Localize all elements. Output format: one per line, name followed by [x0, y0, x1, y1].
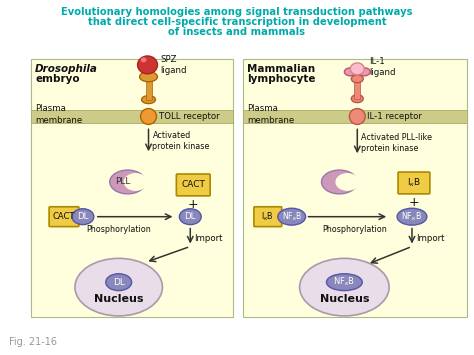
Text: I$_\kappa$B: I$_\kappa$B: [407, 177, 421, 189]
Ellipse shape: [349, 109, 365, 124]
Text: Drosophila: Drosophila: [35, 64, 98, 74]
Ellipse shape: [137, 56, 157, 74]
Ellipse shape: [350, 63, 364, 75]
Text: SPZ
ligand: SPZ ligand: [161, 55, 187, 75]
Text: Phosphorylation: Phosphorylation: [86, 225, 151, 234]
Text: TOLL receptor: TOLL receptor: [159, 112, 220, 121]
Text: Mammalian: Mammalian: [247, 64, 315, 74]
Text: Activated
protein kinase: Activated protein kinase: [153, 131, 210, 151]
Text: +: +: [188, 198, 199, 211]
Text: Import: Import: [416, 234, 445, 243]
Ellipse shape: [139, 72, 157, 82]
Text: PLL: PLL: [115, 178, 130, 186]
Ellipse shape: [278, 208, 306, 225]
Text: Nucleus: Nucleus: [94, 294, 144, 304]
FancyBboxPatch shape: [176, 174, 210, 196]
Ellipse shape: [72, 209, 94, 225]
FancyBboxPatch shape: [254, 207, 282, 226]
Text: Evolutionary homologies among signal transduction pathways: Evolutionary homologies among signal tra…: [61, 7, 413, 17]
Text: Plasma
membrane: Plasma membrane: [35, 104, 82, 125]
Text: I$_\kappa$B: I$_\kappa$B: [261, 211, 274, 223]
Bar: [146, 81, 152, 100]
Ellipse shape: [358, 68, 370, 76]
Ellipse shape: [106, 274, 132, 291]
Ellipse shape: [327, 274, 362, 291]
Text: NF$_\kappa$B: NF$_\kappa$B: [401, 211, 422, 223]
Text: Nucleus: Nucleus: [319, 294, 369, 304]
Text: DL: DL: [77, 212, 89, 221]
Text: Import: Import: [194, 234, 223, 243]
Text: Plasma
membrane: Plasma membrane: [247, 104, 294, 125]
Ellipse shape: [300, 258, 389, 316]
Bar: [354, 81, 360, 99]
Bar: [31, 110, 233, 124]
Ellipse shape: [336, 173, 359, 191]
Text: Phosphorylation: Phosphorylation: [322, 225, 387, 234]
Text: NF$_\kappa$B: NF$_\kappa$B: [282, 211, 302, 223]
Bar: [31, 59, 233, 317]
Text: Fig. 21-16: Fig. 21-16: [9, 337, 57, 347]
Text: of insects and mammals: of insects and mammals: [168, 27, 306, 37]
Ellipse shape: [351, 95, 363, 103]
Ellipse shape: [321, 170, 357, 194]
Ellipse shape: [124, 173, 147, 191]
Text: that direct cell-specific transcription in development: that direct cell-specific transcription …: [88, 17, 386, 27]
Ellipse shape: [397, 208, 427, 225]
FancyBboxPatch shape: [49, 207, 79, 226]
Text: embryo: embryo: [35, 74, 80, 84]
Text: IL-1
ligand: IL-1 ligand: [369, 57, 396, 77]
Text: CACT: CACT: [182, 180, 205, 190]
Bar: [243, 110, 466, 124]
Text: lymphocyte: lymphocyte: [247, 74, 315, 84]
Ellipse shape: [345, 68, 356, 76]
Text: CACT: CACT: [53, 212, 75, 221]
FancyBboxPatch shape: [398, 172, 430, 194]
Text: NF$_\kappa$B: NF$_\kappa$B: [333, 276, 356, 288]
Text: +: +: [409, 196, 419, 209]
Text: DL: DL: [184, 212, 196, 221]
Ellipse shape: [75, 258, 163, 316]
Ellipse shape: [142, 95, 155, 104]
Text: IL-1 receptor: IL-1 receptor: [367, 112, 422, 121]
Ellipse shape: [351, 75, 363, 83]
Ellipse shape: [179, 209, 201, 225]
Ellipse shape: [141, 58, 146, 62]
Ellipse shape: [141, 109, 156, 124]
Text: Activated PLL-like
protein kinase: Activated PLL-like protein kinase: [361, 133, 432, 153]
Ellipse shape: [110, 170, 146, 194]
Bar: [243, 59, 466, 317]
Text: DL: DL: [113, 278, 125, 287]
